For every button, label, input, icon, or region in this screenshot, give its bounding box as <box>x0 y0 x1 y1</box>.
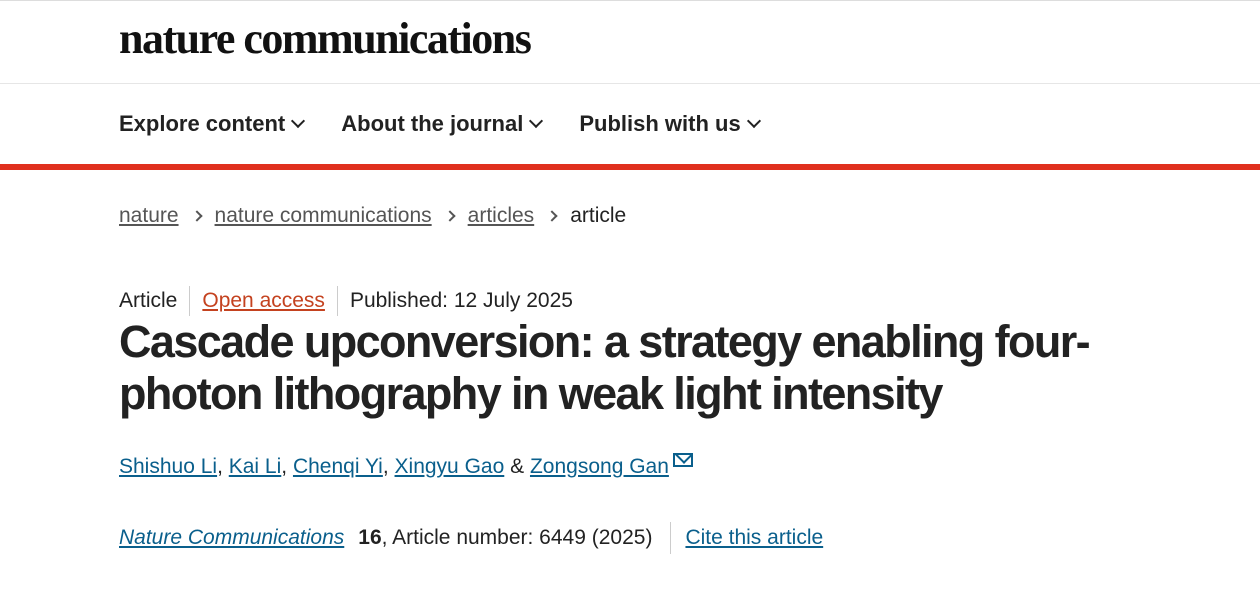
chevron-down-icon <box>746 113 761 129</box>
divider <box>189 286 191 316</box>
nav-explore-content[interactable]: Explore content <box>119 111 306 137</box>
journal-logo[interactable]: nature communications <box>119 14 532 63</box>
nav-publish[interactable]: Publish with us <box>579 111 761 137</box>
divider <box>670 522 672 554</box>
author-link[interactable]: Xingyu Gao <box>394 455 505 478</box>
author-link[interactable]: Zongsong Gan <box>529 455 669 478</box>
citation-line: Nature Communications 16 , Article numbe… <box>119 522 823 554</box>
article-number: , Article number: 6449 (2025) <box>381 526 653 549</box>
chevron-right-icon <box>443 210 456 222</box>
breadcrumb-nature[interactable]: nature <box>119 204 179 227</box>
journal-link[interactable]: Nature Communications <box>119 526 345 549</box>
volume: 16 <box>358 526 382 549</box>
chevron-down-icon <box>529 113 544 129</box>
author-link[interactable]: Chenqi Yi <box>292 455 383 478</box>
published-date: Published: 12 July 2025 <box>349 289 573 312</box>
author-link[interactable]: Shishuo Li <box>119 455 218 478</box>
divider <box>336 286 338 316</box>
main-nav: Explore content About the journal Publis… <box>0 84 1260 170</box>
separator: , <box>382 455 395 478</box>
nav-label: Publish with us <box>579 111 741 136</box>
chevron-right-icon <box>546 210 558 222</box>
author-link[interactable]: Kai Li <box>228 455 282 478</box>
mail-icon[interactable] <box>672 453 693 467</box>
separator: , <box>217 455 229 478</box>
breadcrumb-nature-communications[interactable]: nature communications <box>214 204 432 227</box>
cite-this-article-link[interactable]: Cite this article <box>685 526 824 549</box>
breadcrumb-articles[interactable]: articles <box>467 204 535 227</box>
open-access-link[interactable]: Open access <box>202 289 325 312</box>
breadcrumb-current: article <box>570 204 627 227</box>
breadcrumb: nature nature communications articles ar… <box>119 204 626 228</box>
separator: , <box>281 455 293 478</box>
chevron-right-icon <box>190 210 203 222</box>
author-list: Shishuo Li, Kai Li, Chenqi Yi, Xingyu Ga… <box>119 453 693 479</box>
nav-about-journal[interactable]: About the journal <box>341 111 544 137</box>
separator: & <box>504 455 530 478</box>
chevron-down-icon <box>291 113 306 129</box>
article-title: Cascade upconversion: a strategy enablin… <box>119 316 1091 419</box>
site-header: nature communications <box>0 0 1260 84</box>
article-meta: Article Open access Published: 12 July 2… <box>119 286 573 316</box>
article-type: Article <box>119 289 178 312</box>
nav-label: About the journal <box>341 111 524 136</box>
nav-label: Explore content <box>119 111 286 136</box>
